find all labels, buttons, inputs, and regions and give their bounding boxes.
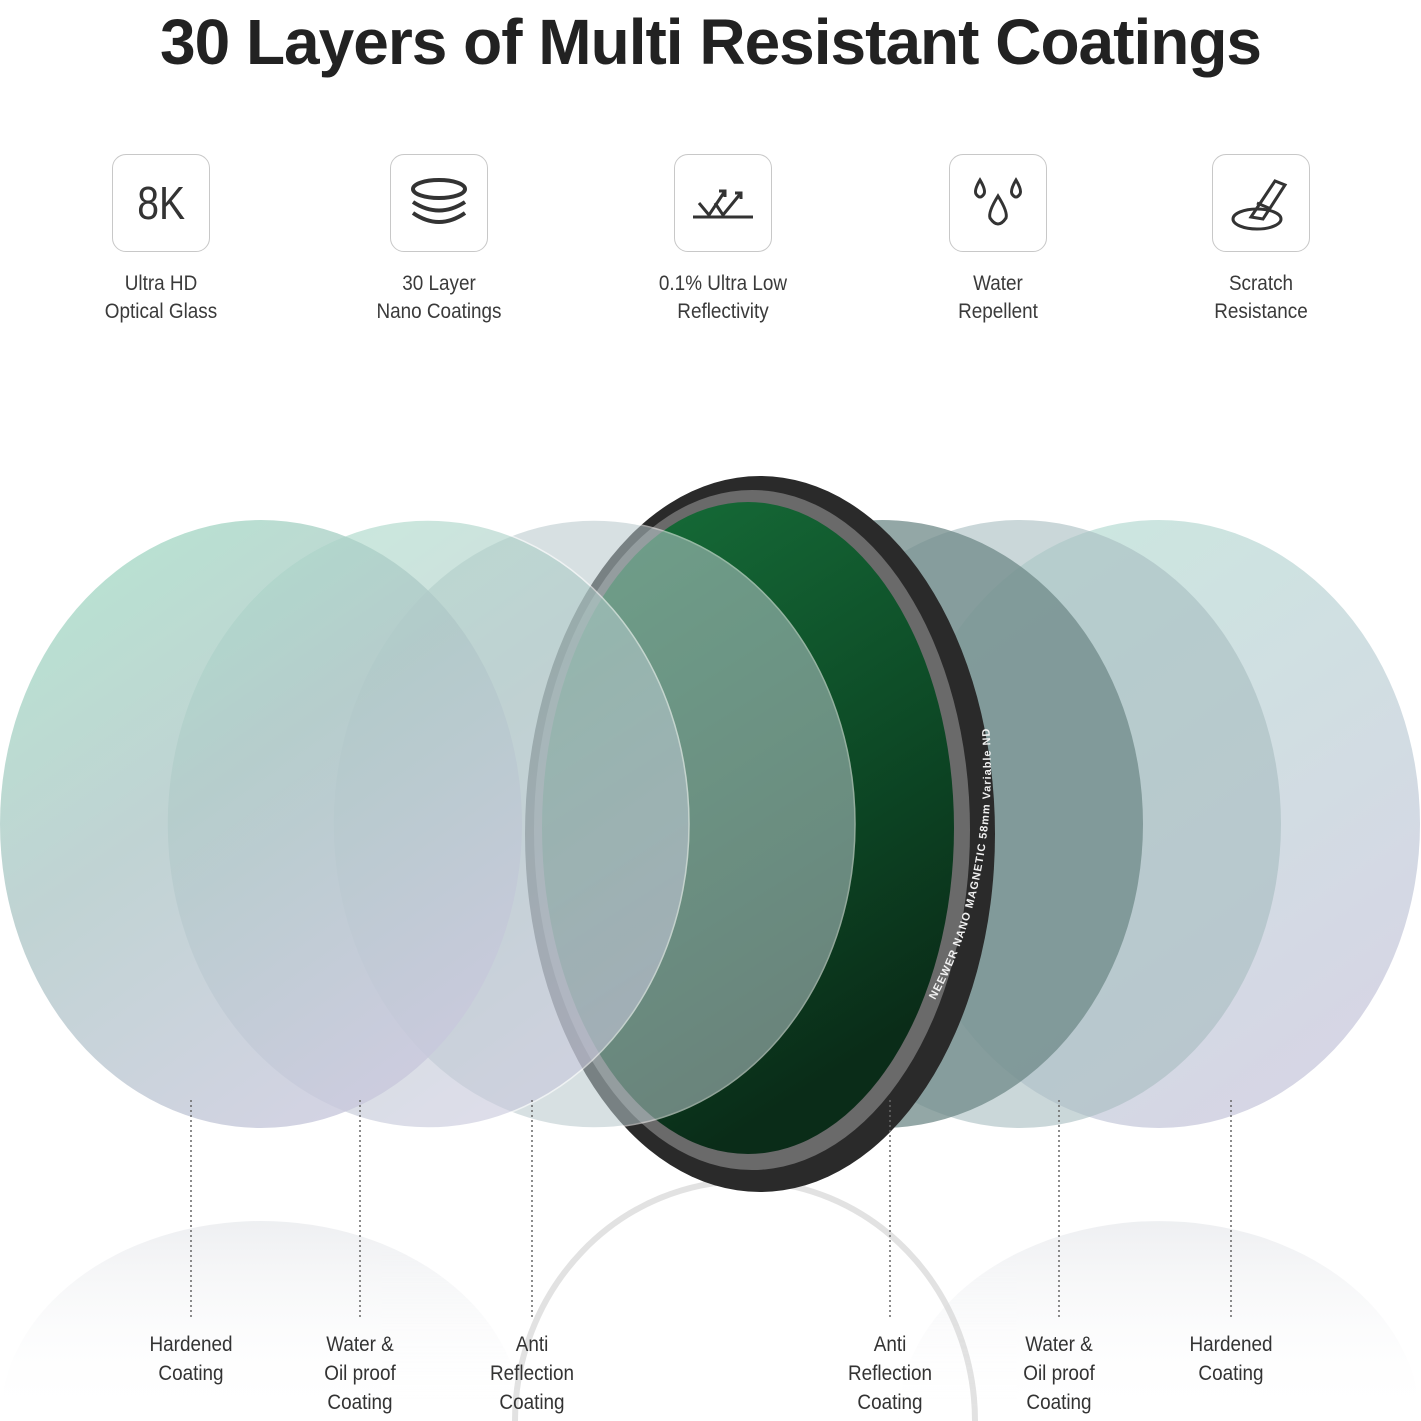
feature-label: Resistance xyxy=(1214,300,1308,323)
leader-lines xyxy=(190,1100,1232,1320)
layer-label-anti-reflection: Anti Reflection Coating xyxy=(489,1333,575,1414)
feature-low-reflectivity: 0.1% Ultra Low Reflectivity xyxy=(613,154,833,326)
feature-water-repellent: Water Repellent xyxy=(888,154,1108,326)
feature-label: Nano Coatings xyxy=(376,300,502,323)
feature-label: Optical Glass xyxy=(104,300,218,323)
feature-label: Repellent xyxy=(958,300,1038,323)
feature-label: Water xyxy=(973,272,1023,295)
stacked-layers-icon xyxy=(390,154,488,252)
layer-label-anti-reflection: Anti Reflection Coating xyxy=(847,1333,933,1414)
feature-label: Reflectivity xyxy=(677,300,769,323)
feature-ultra-hd: 8K Ultra HD Optical Glass xyxy=(51,154,271,326)
feature-label: Ultra HD xyxy=(124,272,198,295)
feature-label: Scratch xyxy=(1228,272,1294,295)
coating-plate xyxy=(0,520,522,1128)
feature-scratch-resistance: Scratch Resistance xyxy=(1151,154,1371,326)
reflection-arrows-icon xyxy=(674,154,772,252)
layer-label-hardened: Hardened Coating xyxy=(149,1333,233,1385)
feature-nano-coatings: 30 Layer Nano Coatings xyxy=(329,154,549,326)
water-drops-icon xyxy=(949,154,1047,252)
layer-label-hardened: Hardened Coating xyxy=(1189,1333,1273,1385)
reflection xyxy=(0,1178,1420,1421)
feature-label: 30 Layer xyxy=(402,272,476,295)
8k-text-icon: 8K xyxy=(112,154,210,252)
layer-label-water-oil: Water & Oil proof Coating xyxy=(1023,1333,1095,1414)
feature-label: 0.1% Ultra Low xyxy=(658,272,788,295)
scratch-tool-icon xyxy=(1212,154,1310,252)
layer-label-water-oil: Water & Oil proof Coating xyxy=(324,1333,396,1414)
page-title: 30 Layers of Multi Resistant Coatings xyxy=(159,6,1262,78)
